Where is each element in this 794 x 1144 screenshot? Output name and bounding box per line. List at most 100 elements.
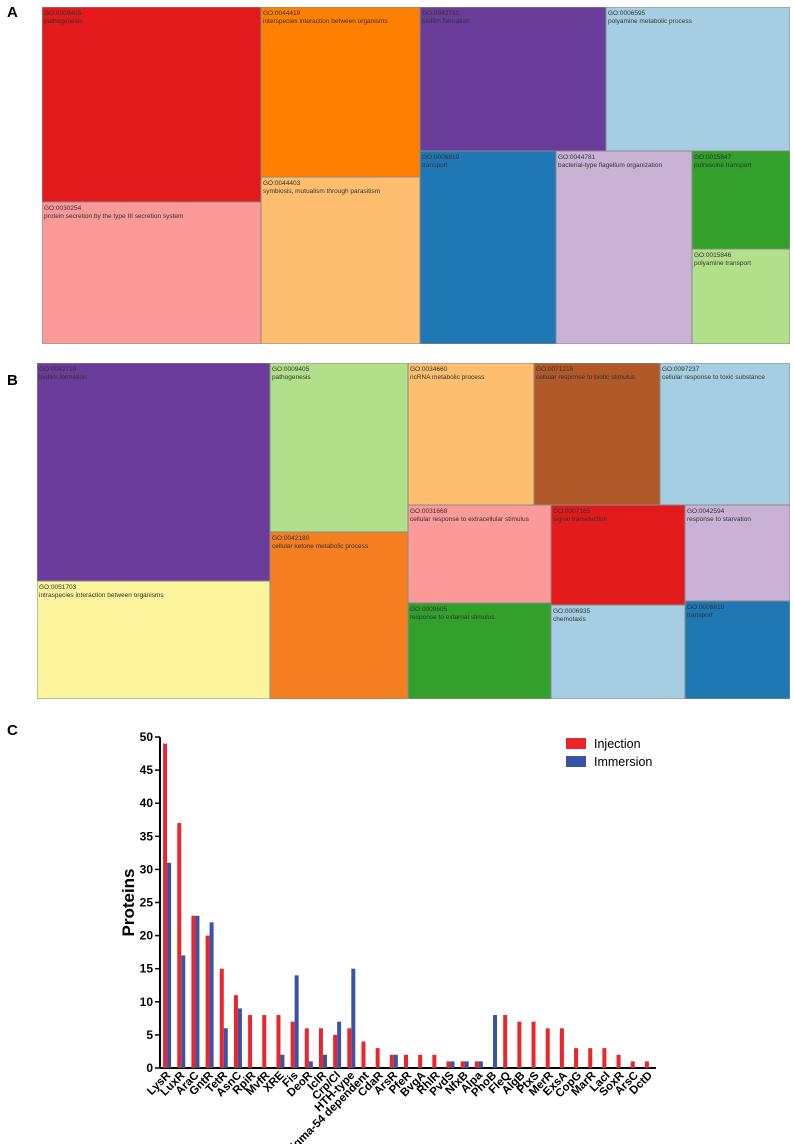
y-tick-label: 40 <box>140 796 154 810</box>
bar-injection <box>177 823 182 1068</box>
treemap-a-tile-term: polyamine metabolic process <box>608 18 693 25</box>
bar-injection <box>503 1015 508 1068</box>
bar-immersion <box>223 1028 228 1068</box>
treemap-b-tile-go-id: GO:0006935 <box>553 608 591 615</box>
treemap-b-tile-term: cellular response to extracellular stimu… <box>410 516 530 523</box>
bar-injection <box>262 1015 267 1068</box>
bar-immersion <box>195 915 200 1068</box>
treemap-a-tile-go-id: GO:0044403 <box>263 180 301 187</box>
y-tick-label: 15 <box>140 962 154 976</box>
bar-injection <box>233 995 238 1068</box>
bar-injection <box>545 1028 550 1068</box>
treemap-b-tile-rect <box>37 363 271 582</box>
treemap-a-tile-go-id: GO:0030254 <box>44 205 82 212</box>
y-tick-label: 30 <box>140 862 154 876</box>
treemap-b-tile-term: chemotaxis <box>553 616 587 623</box>
panel-label-c: C <box>7 722 18 739</box>
treemap-a-tile-term: interspecies interaction between organis… <box>263 18 388 25</box>
treemap-b-tile-go-id: GO:0042594 <box>687 508 725 515</box>
bar-injection <box>318 1028 323 1068</box>
treemap-b-tile-term: signal transduction <box>553 516 608 523</box>
treemap-b-tile-go-id: GO:0009605 <box>410 606 448 613</box>
treemap-b-tile-rect <box>407 363 535 506</box>
treemap-b-tile-go-id: GO:0051703 <box>39 584 77 591</box>
bar-immersion <box>308 1061 313 1068</box>
treemap-b-tile-go-id: GO:0042710 <box>39 366 77 373</box>
treemap-a-tile-term: polyamine transport <box>694 260 751 267</box>
bar-immersion <box>478 1061 483 1068</box>
treemap-a-tile-rect <box>42 201 262 344</box>
treemap-b-tile-go-id: GO:0097237 <box>662 366 700 373</box>
bar-injection <box>248 1015 253 1068</box>
y-tick-label: 45 <box>140 763 154 777</box>
bar-immersion <box>351 968 356 1068</box>
treemap-a-tile-go-id: GO:0044781 <box>558 154 596 161</box>
treemap-a-tile-go-id: GO:0042710 <box>422 10 460 17</box>
treemap-b-tile-term: cellular response to biotic stimulus <box>536 374 636 381</box>
treemap-a-tile-term: transport <box>422 162 448 169</box>
treemap-b-tile-go-id: GO:0071216 <box>536 366 574 373</box>
bar-immersion <box>464 1061 469 1068</box>
treemap-b-tile-term: response to external stimulus <box>410 614 495 621</box>
bar-injection <box>531 1021 536 1068</box>
treemap-a-tile-go-id: GO:0006810 <box>422 154 460 161</box>
treemap-a-tile-term: symbiosis, mutualism through parasitism <box>263 188 380 195</box>
treemap-b-tile-term: ncRNA metabolic process <box>410 374 485 381</box>
treemap-b-tile-term: cellular response to toxic substance <box>662 374 765 381</box>
y-tick-label: 20 <box>140 929 154 943</box>
treemap-a-tile-rect <box>419 7 607 152</box>
bar-immersion <box>181 955 186 1068</box>
bar-injection <box>361 1041 366 1068</box>
treemap-b-tile-rect <box>684 600 790 699</box>
bar-injection <box>446 1061 451 1068</box>
treemap-b-tile-go-id: GO:0007165 <box>553 508 591 515</box>
bar-immersion <box>337 1021 342 1068</box>
bar-chart: 05101520253035404550ProteinsLysRLuxRAraC… <box>119 730 656 1144</box>
bar-injection <box>630 1061 635 1068</box>
treemap-a-tile-go-id: GO:0044419 <box>263 10 301 17</box>
treemap-b-tile-go-id: GO:0034660 <box>410 366 448 373</box>
treemap-b-tile-term: cellular ketone metabolic process <box>272 543 369 550</box>
bar-injection <box>205 935 210 1068</box>
treemap-b-tile-term: response to starvation <box>687 516 751 523</box>
treemap-a-tile-term: putrescine transport <box>694 162 752 169</box>
bar-injection <box>559 1028 564 1068</box>
treemap-a-tile-rect <box>555 150 693 344</box>
y-tick-label: 50 <box>140 730 154 744</box>
legend-label-immersion: Immersion <box>594 755 652 769</box>
treemap-b-tile-term: biofilm formation <box>39 374 87 381</box>
panel-label-a: A <box>7 4 18 21</box>
treemap-b-tile-go-id: GO:0009405 <box>272 366 310 373</box>
y-tick-label: 0 <box>146 1061 153 1075</box>
bar-injection <box>219 968 224 1068</box>
panel-label-b: B <box>7 372 18 389</box>
treemap-b-tile-term: intraspecies interaction between organis… <box>39 592 164 599</box>
treemap-a-tile-rect <box>260 7 421 178</box>
bar-immersion <box>237 1008 242 1068</box>
y-tick-label: 35 <box>140 829 154 843</box>
treemap-b-tile-rect <box>550 504 686 606</box>
bar-immersion <box>294 975 299 1068</box>
bar-injection <box>602 1048 607 1068</box>
bar-injection <box>418 1054 423 1068</box>
treemap-b-tile-go-id: GO:0031668 <box>410 508 448 515</box>
treemap-a-tile-go-id: GO:0009405 <box>44 10 82 17</box>
